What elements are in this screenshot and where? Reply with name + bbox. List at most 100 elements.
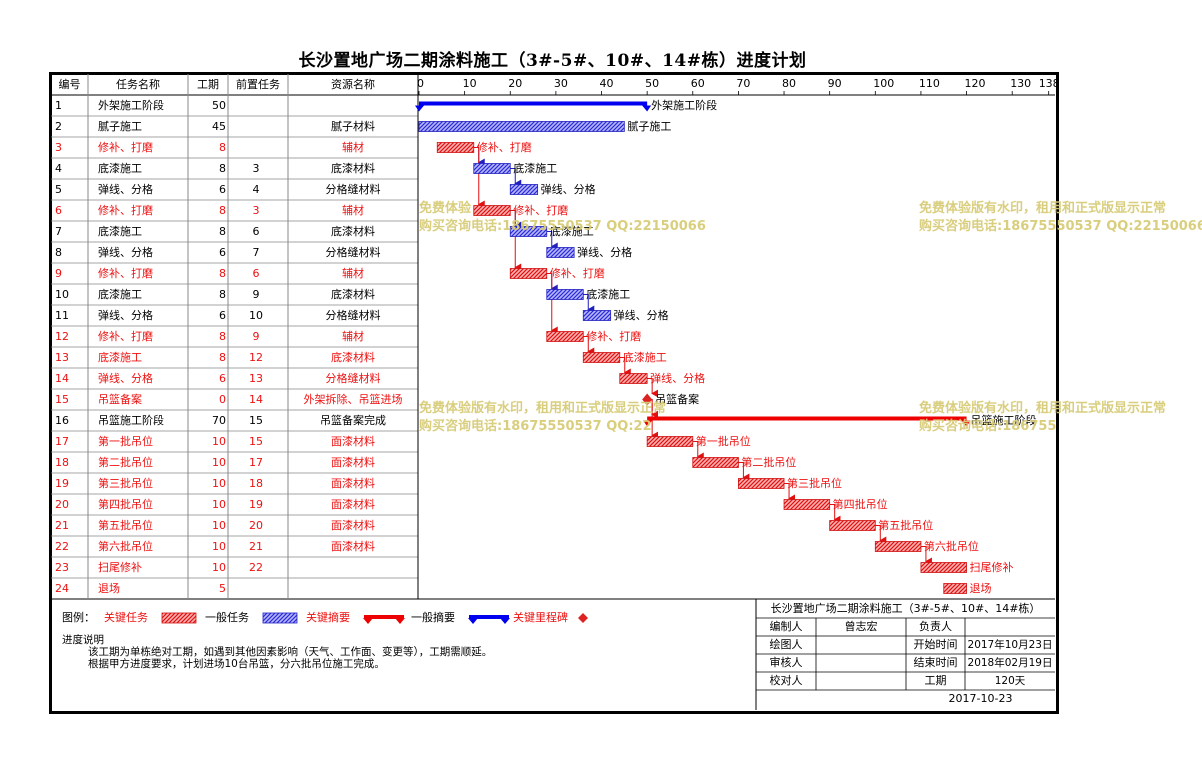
task-duration: 6 xyxy=(219,372,226,385)
titleblock-label: 工期 xyxy=(924,674,947,687)
critical-task-bar xyxy=(874,541,922,552)
task-name: 吊篮施工阶段 xyxy=(98,414,164,427)
legend-label: 关键摘要 xyxy=(306,611,350,624)
dependency-link xyxy=(546,273,558,335)
bar-label: 底漆施工 xyxy=(549,224,594,238)
task-id: 13 xyxy=(55,351,69,364)
bar-label: 修补、打磨 xyxy=(476,140,532,154)
task-duration: 8 xyxy=(219,204,226,217)
titleblock-project: 长沙置地广场二期涂料施工（3#-5#、10#、14#栋） xyxy=(770,602,1041,615)
task-resource: 面漆材料 xyxy=(331,519,375,532)
timescale-tick: 138 xyxy=(1038,77,1060,90)
task-duration: 6 xyxy=(219,309,226,322)
task-resource: 面漆材料 xyxy=(331,540,375,553)
legend-label: 一般摘要 xyxy=(411,611,455,624)
dependency-link xyxy=(692,441,704,461)
task-predecessor: 10 xyxy=(249,309,263,322)
task-id: 8 xyxy=(55,246,62,259)
legend-label: 关键任务 xyxy=(104,611,148,624)
titleblock-date: 2017-10-23 xyxy=(948,692,1013,705)
bar-label: 底漆施工 xyxy=(622,350,667,364)
task-predecessor: 3 xyxy=(252,204,260,217)
summary-bar-end-cap xyxy=(961,420,971,427)
task-id: 18 xyxy=(55,456,69,469)
timescale-tick: 130 xyxy=(1010,77,1032,90)
watermark-line2: 购买咨询电话:18675550537 QQ:22150066 xyxy=(419,219,706,234)
task-name: 退场 xyxy=(98,582,120,595)
legend-label: 关键里程碑 xyxy=(513,611,568,624)
task-name: 修补、打磨 xyxy=(98,204,153,217)
task-predecessor: 18 xyxy=(249,477,263,490)
task-id: 12 xyxy=(55,330,69,343)
task-name: 底漆施工 xyxy=(98,225,142,238)
column-header-name: 任务名称 xyxy=(116,78,160,91)
task-resource: 分格缝材料 xyxy=(325,309,381,322)
task-id: 20 xyxy=(55,498,69,511)
critical-task-bar xyxy=(783,499,831,510)
task-name: 腻子施工 xyxy=(98,120,142,133)
page-title: 长沙置地广场二期涂料施工（3#-5#、10#、14#栋）进度计划 xyxy=(298,51,807,71)
task-resource: 外架拆除、吊篮进场 xyxy=(303,393,403,406)
task-resource: 底漆材料 xyxy=(331,288,375,301)
dependency-link xyxy=(738,462,750,482)
task-id: 15 xyxy=(55,393,69,406)
task-name: 第三批吊位 xyxy=(98,477,153,490)
summary-bar-end-cap xyxy=(642,105,652,112)
bar-label: 吊篮备案 xyxy=(655,392,700,406)
task-resource: 面漆材料 xyxy=(331,477,375,490)
titleblock-label: 结束时间 xyxy=(913,656,958,669)
task-duration: 10 xyxy=(212,540,226,553)
task-resource: 面漆材料 xyxy=(331,435,375,448)
legend-summary-swatch xyxy=(364,615,404,619)
bar-label: 第五批吊位 xyxy=(878,518,934,532)
task-resource: 分格缝材料 xyxy=(325,183,381,196)
critical-task-bar xyxy=(646,436,694,447)
task-name: 第四批吊位 xyxy=(98,498,153,511)
task-resource: 底漆材料 xyxy=(331,162,375,175)
critical-task-bar xyxy=(473,205,511,216)
task-resource: 辅材 xyxy=(342,141,364,154)
timescale-tick: 40 xyxy=(599,77,614,90)
timescale-tick: 80 xyxy=(782,77,797,90)
dependency-link xyxy=(546,231,558,251)
task-predecessor: 3 xyxy=(252,162,260,175)
watermark-line1: 免费体验版有水印，租用和正式版显示正常 xyxy=(919,201,1167,216)
column-header-resource: 资源名称 xyxy=(331,78,375,91)
titleblock-value: 120天 xyxy=(994,675,1026,687)
task-duration: 45 xyxy=(212,120,226,133)
task-id: 1 xyxy=(55,99,62,112)
task-predecessor: 6 xyxy=(252,267,260,280)
task-duration: 10 xyxy=(212,435,226,448)
task-name: 弹线、分格 xyxy=(98,372,153,385)
task-name: 底漆施工 xyxy=(98,162,142,175)
task-id: 11 xyxy=(55,309,69,322)
timescale-tick: 20 xyxy=(508,77,523,90)
task-resource: 底漆材料 xyxy=(331,351,375,364)
task-resource: 辅材 xyxy=(342,267,364,280)
bar-label: 弹线、分格 xyxy=(613,308,669,322)
notes-line1: 该工期为单栋绝对工期，如遇到其他因素影响（天气、工作面、变更等），工期需顺延。 xyxy=(88,646,493,658)
critical-task-bar xyxy=(582,352,621,363)
bar-label: 吊篮施工阶段 xyxy=(970,413,1037,427)
task-predecessor: 15 xyxy=(249,435,263,448)
summary-bar xyxy=(647,416,967,421)
task-predecessor xyxy=(228,578,284,599)
bar-label: 第六批吊位 xyxy=(923,539,979,553)
legend-milestone-swatch xyxy=(578,613,588,623)
task-resource xyxy=(288,578,418,599)
bar-label: 腻子施工 xyxy=(627,119,672,133)
task-duration: 10 xyxy=(212,519,226,532)
bar-label: 弹线、分格 xyxy=(650,371,706,385)
task-name: 底漆施工 xyxy=(98,288,142,301)
legend-summary-cap xyxy=(468,618,478,624)
task-resource: 面漆材料 xyxy=(331,498,375,511)
task-resource: 辅材 xyxy=(342,204,364,217)
timescale-tick: 10 xyxy=(462,77,477,90)
task-name: 第六批吊位 xyxy=(98,540,153,553)
bar-label: 弹线、分格 xyxy=(540,182,596,196)
bar-label: 第一批吊位 xyxy=(695,434,751,448)
legend-summary-cap xyxy=(363,618,373,624)
task-id: 16 xyxy=(55,414,69,427)
task-name: 底漆施工 xyxy=(98,351,142,364)
timescale-tick: 120 xyxy=(964,77,986,90)
